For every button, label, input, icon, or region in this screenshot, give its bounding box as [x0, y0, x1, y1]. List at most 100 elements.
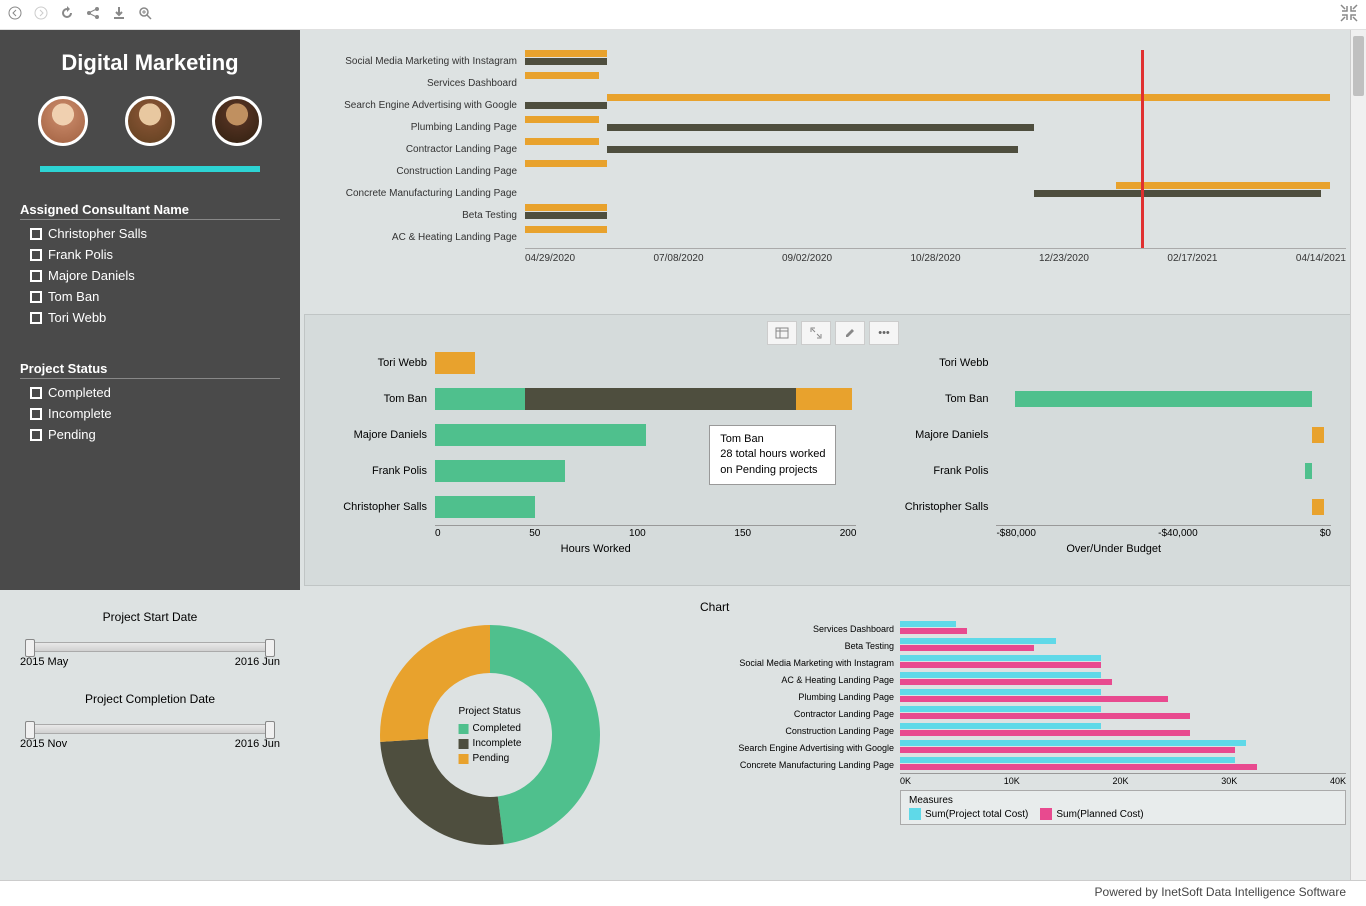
- cost-bar-planned[interactable]: [900, 645, 1034, 651]
- filter-item-label: Incomplete: [48, 406, 112, 421]
- cost-bar-planned[interactable]: [900, 730, 1190, 736]
- checkbox-icon[interactable]: [30, 249, 42, 261]
- axis-tick: 30K: [1221, 776, 1237, 786]
- cost-bar-track: [900, 739, 1346, 756]
- slider-handle[interactable]: [25, 639, 35, 657]
- gantt-row-label: Plumbing Landing Page: [320, 122, 525, 133]
- consultant-filter-item[interactable]: Tom Ban: [30, 289, 280, 304]
- hours-bar-segment[interactable]: [796, 388, 852, 410]
- hours-bar-segment[interactable]: [435, 424, 646, 446]
- donut-legend: Project Status CompletedIncompletePendin…: [459, 704, 522, 766]
- scrollbar-thumb[interactable]: [1353, 36, 1364, 96]
- axis-tick: 50: [529, 528, 540, 539]
- cost-bar-planned[interactable]: [900, 747, 1235, 753]
- legend-swatch: [1040, 808, 1052, 820]
- budget-bar-track: [996, 391, 1331, 407]
- budget-x-axis: -$80,000-$40,000$0: [996, 525, 1331, 539]
- budget-row: Tori Webb: [896, 345, 1331, 381]
- hours-bar-segment[interactable]: [435, 352, 475, 374]
- cost-bar-planned[interactable]: [900, 713, 1190, 719]
- cost-bar-track: [900, 705, 1346, 722]
- consultant-filter-item[interactable]: Christopher Salls: [30, 226, 280, 241]
- budget-row-label: Tori Webb: [896, 357, 996, 369]
- status-filter-item[interactable]: Completed: [30, 385, 280, 400]
- legend-label: Sum(Project total Cost): [925, 809, 1028, 820]
- avatar[interactable]: [212, 96, 262, 146]
- consultant-filter-item[interactable]: Tori Webb: [30, 310, 280, 325]
- cost-bar-total[interactable]: [900, 638, 1056, 644]
- cost-bar-total[interactable]: [900, 621, 956, 627]
- hours-bar-segment[interactable]: [435, 388, 525, 410]
- zoom-icon[interactable]: [138, 6, 152, 23]
- avatar[interactable]: [125, 96, 175, 146]
- cost-bar-planned[interactable]: [900, 696, 1168, 702]
- cost-bar-total[interactable]: [900, 757, 1235, 763]
- start-date-label: Project Start Date: [20, 610, 280, 624]
- back-icon[interactable]: [8, 6, 22, 23]
- checkbox-icon[interactable]: [30, 408, 42, 420]
- budget-bar[interactable]: [1312, 499, 1323, 515]
- cost-bar-planned[interactable]: [900, 662, 1101, 668]
- slider-handle[interactable]: [25, 721, 35, 739]
- measures-legend: Measures Sum(Project total Cost) Sum(Pla…: [900, 790, 1346, 825]
- filter-item-label: Tom Ban: [48, 289, 99, 304]
- avatar[interactable]: [38, 96, 88, 146]
- cost-row-label: Concrete Manufacturing Landing Page: [700, 760, 900, 770]
- slider-max: 2016 Jun: [235, 738, 280, 750]
- cost-chart-title: Chart: [700, 600, 1346, 614]
- cost-row: Beta Testing: [700, 637, 1346, 654]
- refresh-icon[interactable]: [60, 6, 74, 23]
- slider-handle[interactable]: [265, 721, 275, 739]
- axis-tick: 20K: [1112, 776, 1128, 786]
- cost-row-label: Services Dashboard: [700, 624, 900, 634]
- hours-bar-segment[interactable]: [435, 496, 535, 518]
- cost-bar-total[interactable]: [900, 655, 1101, 661]
- checkbox-icon[interactable]: [30, 429, 42, 441]
- hours-row: Christopher Salls: [335, 489, 856, 525]
- cost-bar-total[interactable]: [900, 672, 1101, 678]
- completion-date-range: 2015 Nov 2016 Jun: [20, 738, 280, 750]
- share-icon[interactable]: [86, 6, 100, 23]
- filter-item-label: Pending: [48, 427, 96, 442]
- cost-bar-total[interactable]: [900, 723, 1101, 729]
- axis-tick: 10K: [1004, 776, 1020, 786]
- budget-bar[interactable]: [1015, 391, 1312, 407]
- checkbox-icon[interactable]: [30, 312, 42, 324]
- forward-icon[interactable]: [34, 6, 48, 23]
- budget-bar[interactable]: [1305, 463, 1312, 479]
- cost-bar-total[interactable]: [900, 740, 1246, 746]
- cost-bar-total[interactable]: [900, 689, 1101, 695]
- cost-bar-planned[interactable]: [900, 628, 967, 634]
- cost-bar-total[interactable]: [900, 706, 1101, 712]
- cost-bar-track: [900, 637, 1346, 654]
- checkbox-icon[interactable]: [30, 270, 42, 282]
- page-title: Digital Marketing: [20, 50, 280, 76]
- budget-bar[interactable]: [1312, 427, 1323, 443]
- cost-bar-planned[interactable]: [900, 764, 1257, 770]
- checkbox-icon[interactable]: [30, 387, 42, 399]
- consultant-filter-item[interactable]: Frank Polis: [30, 247, 280, 262]
- cost-bar-track: [900, 620, 1346, 637]
- checkbox-icon[interactable]: [30, 291, 42, 303]
- legend-label: Sum(Planned Cost): [1056, 809, 1143, 820]
- cost-bar-planned[interactable]: [900, 679, 1112, 685]
- slider-max: 2016 Jun: [235, 656, 280, 668]
- budget-row-label: Frank Polis: [896, 465, 996, 477]
- tooltip: Tom Ban 28 total hours worked on Pending…: [709, 425, 836, 485]
- legend-swatch: [459, 724, 469, 734]
- axis-tick: -$40,000: [1158, 528, 1197, 539]
- slider-handle[interactable]: [265, 639, 275, 657]
- hours-bar-segment[interactable]: [525, 388, 796, 410]
- hours-bar-segment[interactable]: [435, 460, 565, 482]
- download-icon[interactable]: [112, 6, 126, 23]
- vertical-scrollbar[interactable]: [1350, 30, 1366, 880]
- consultant-filter-item[interactable]: Majore Daniels: [30, 268, 280, 283]
- status-filter-item[interactable]: Pending: [30, 427, 280, 442]
- collapse-icon[interactable]: [1340, 4, 1358, 25]
- completion-date-slider[interactable]: [26, 724, 274, 734]
- status-filter-item[interactable]: Incomplete: [30, 406, 280, 421]
- gantt-row-label: Social Media Marketing with Instagram: [320, 56, 525, 67]
- status-filter-label: Project Status: [20, 361, 280, 379]
- start-date-slider[interactable]: [26, 642, 274, 652]
- checkbox-icon[interactable]: [30, 228, 42, 240]
